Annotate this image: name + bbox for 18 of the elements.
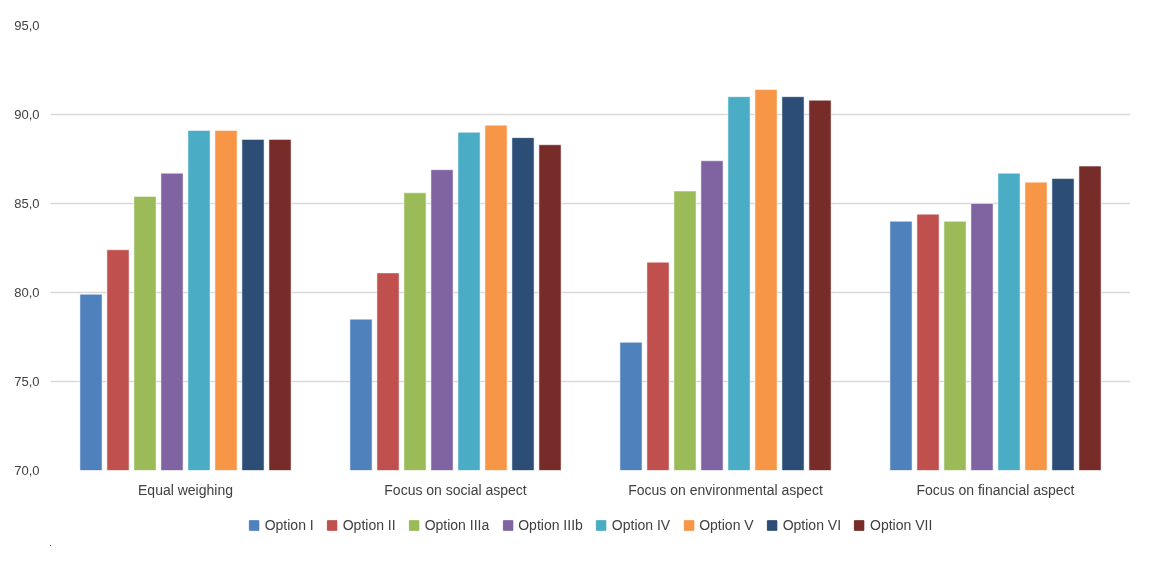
legend-label: Option II <box>342 517 396 533</box>
legend-label: Option I <box>264 517 314 533</box>
legend-label: Option IIIa <box>424 517 490 533</box>
legend-label: Option IV <box>611 517 671 533</box>
x-tick-label: Focus on financial aspect <box>916 481 1075 498</box>
y-tick-label: 75,0 <box>14 374 40 389</box>
legend-label: Option V <box>699 517 754 533</box>
legend-label: Option VII <box>870 517 933 533</box>
x-tick-label: Focus on social aspect <box>384 481 527 498</box>
x-tick-label: Focus on environmental aspect <box>628 481 823 498</box>
y-tick-label: 80,0 <box>14 285 40 300</box>
y-tick-label: 70,0 <box>14 463 40 478</box>
legend-label: Option VI <box>782 517 842 533</box>
y-tick-label: 95,0 <box>14 18 40 33</box>
y-tick-label: 85,0 <box>14 196 40 211</box>
x-tick-label: Equal weighing <box>138 481 233 498</box>
y-tick-label: 90,0 <box>14 107 40 122</box>
legend-label: Option IIIb <box>518 517 583 533</box>
